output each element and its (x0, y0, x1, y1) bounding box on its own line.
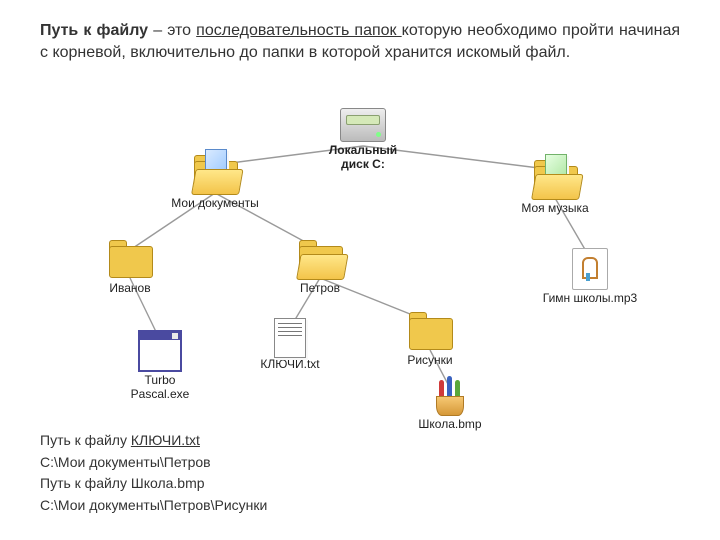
tree-node-keys: КЛЮЧИ.txt (245, 318, 335, 372)
tree-node-label: Школа.bmp (400, 418, 500, 432)
exe-file-icon (138, 330, 182, 372)
path-line-4: C:\Мои документы\Петров\Рисунки (40, 495, 267, 517)
path-line-2: C:\Мои документы\Петров (40, 452, 267, 474)
intro-underlined: последовательность папок (196, 22, 401, 39)
folder-open-icon (531, 160, 579, 200)
tree-node-pics: Рисунки (390, 312, 470, 368)
folder-closed-icon (106, 240, 154, 280)
intro-dash: – это (148, 22, 196, 39)
file-tree-diagram: Локальный диск C: Мои документы Моя музыка… (0, 100, 720, 420)
tree-node-label: Гимн школы.mp3 (520, 292, 660, 306)
tree-node-hymn: Гимн школы.mp3 (520, 248, 660, 306)
tree-node-school: Школа.bmp (400, 378, 500, 432)
tree-node-label: Локальный диск C: (318, 144, 408, 172)
path-line-1: Путь к файлу КЛЮЧИ.txt (40, 430, 267, 452)
tree-node-label: Turbo Pascal.exe (115, 374, 205, 402)
tree-node-label: Рисунки (390, 354, 470, 368)
tree-node-label: Иванов (90, 282, 170, 296)
intro-lead: Путь к файлу (40, 22, 148, 39)
tree-node-label: КЛЮЧИ.txt (245, 358, 335, 372)
tree-node-root: Локальный диск C: (318, 108, 408, 172)
tree-node-music: Моя музыка (500, 160, 610, 216)
tree-node-docs: Мои документы (150, 155, 280, 211)
brush-icon (431, 378, 469, 416)
txt-file-icon (274, 318, 306, 358)
folder-closed-icon (406, 312, 454, 352)
tree-node-label: Моя музыка (500, 202, 610, 216)
tree-node-label: Петров (280, 282, 360, 296)
tree-node-ivanov: Иванов (90, 240, 170, 296)
disk-icon (340, 108, 386, 142)
intro-paragraph: Путь к файлу – это последовательность па… (40, 20, 680, 63)
mp3-file-icon (572, 248, 608, 290)
folder-open-icon (296, 240, 344, 280)
folder-open-icon (191, 155, 239, 195)
tree-node-label: Мои документы (150, 197, 280, 211)
paths-block: Путь к файлу КЛЮЧИ.txt C:\Мои документы\… (40, 430, 267, 517)
tree-node-turbo: Turbo Pascal.exe (115, 330, 205, 402)
path-line-3: Путь к файлу Школа.bmp (40, 473, 267, 495)
tree-node-petrov: Петров (280, 240, 360, 296)
